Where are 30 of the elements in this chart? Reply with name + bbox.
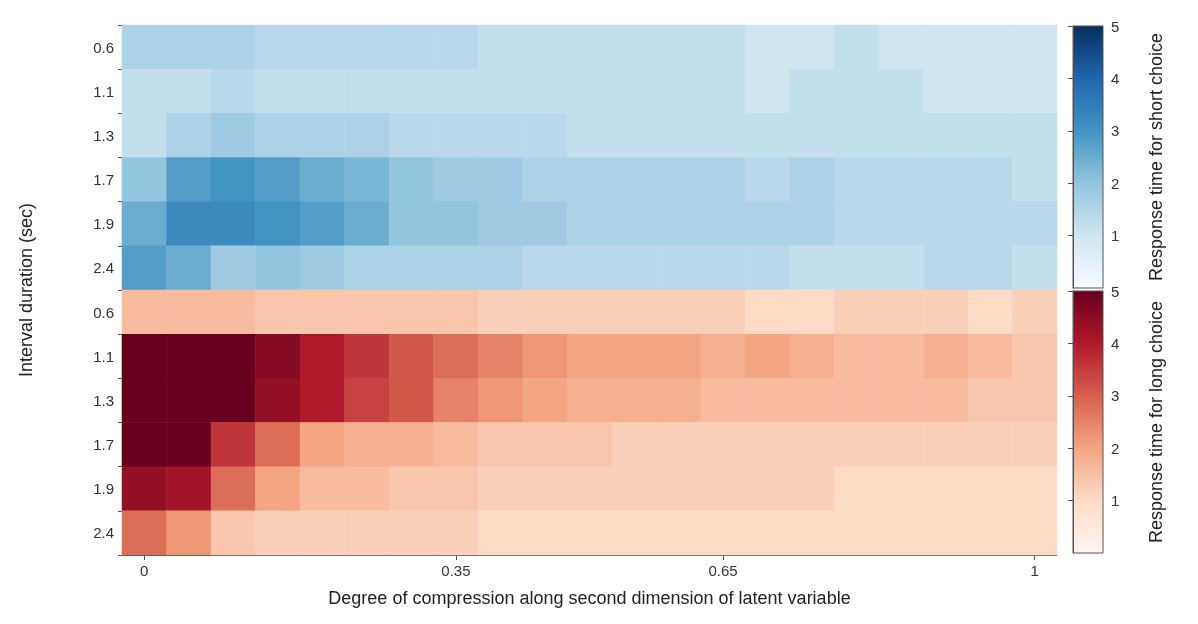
x-tick-label: 1 bbox=[1030, 562, 1039, 579]
color-bar-label: 1 bbox=[1111, 227, 1120, 245]
color-bar-label: 1 bbox=[1111, 492, 1120, 510]
color-bar-label: 2 bbox=[1111, 439, 1120, 457]
y-tick-label: 1.3 bbox=[93, 391, 114, 409]
y-tick-label: 1.9 bbox=[93, 215, 114, 233]
x-axis-title: Degree of compression along second dimension of latent variable bbox=[328, 588, 851, 608]
color-bar-label: 5 bbox=[1111, 17, 1120, 35]
y-tick-label: 1.7 bbox=[93, 436, 114, 454]
color-bar-label: 3 bbox=[1111, 387, 1120, 405]
y-tick-label: 2.4 bbox=[93, 524, 114, 542]
color-bar-label: 5 bbox=[1111, 282, 1120, 300]
y-tick-label: 1.9 bbox=[93, 480, 114, 498]
y-tick-label: 1.1 bbox=[93, 347, 114, 365]
color-bar-label: 3 bbox=[1111, 122, 1120, 140]
color-bar-label: 4 bbox=[1111, 334, 1120, 352]
y-tick-label: 1.3 bbox=[93, 126, 114, 144]
y-tick-label: 1.1 bbox=[93, 82, 114, 100]
y-tick-label: 2.4 bbox=[93, 259, 114, 277]
y-tick-label: 0.6 bbox=[93, 303, 114, 321]
color-bar-label: 4 bbox=[1111, 69, 1120, 87]
x-tick-label: 0.65 bbox=[708, 562, 738, 579]
color-bar-title: Response time for long choice bbox=[1146, 300, 1166, 544]
y-tick-label: 0.6 bbox=[93, 38, 114, 56]
color-bar-title: Response time for short choice bbox=[1146, 32, 1166, 282]
y-tick-label: 1.7 bbox=[93, 171, 114, 189]
x-tick-label: 0 bbox=[140, 562, 149, 579]
color-bar-label: 2 bbox=[1111, 174, 1120, 192]
x-tick-label: 0.35 bbox=[441, 562, 471, 579]
y-axis-title: Interval duration (sec) bbox=[16, 202, 36, 378]
